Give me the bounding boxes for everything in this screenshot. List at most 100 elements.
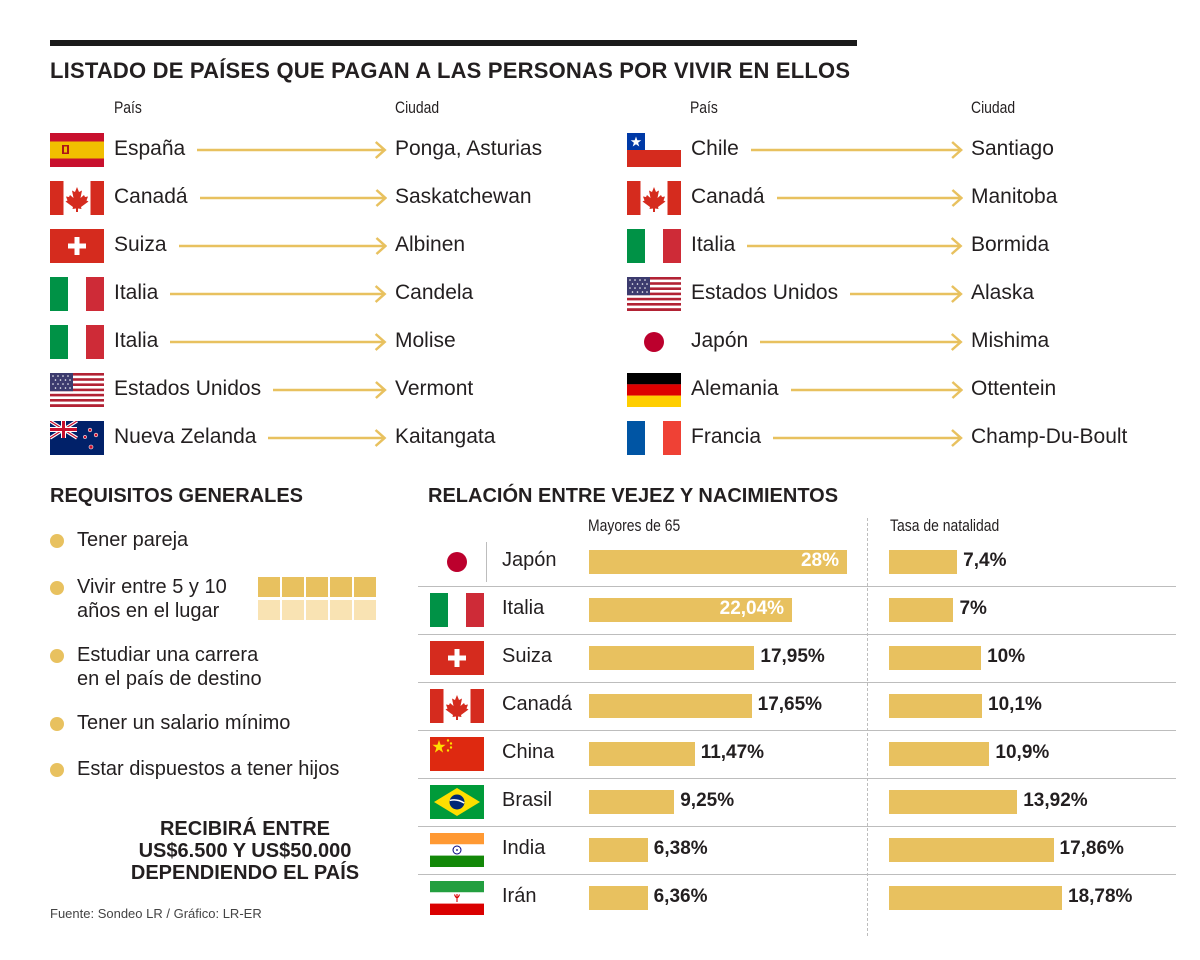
bar-natalidad	[889, 550, 958, 574]
country-row: Francia Champ-Du-Boult	[627, 421, 1151, 455]
country-row: Japón Mishima	[627, 325, 1151, 359]
canada-flag	[627, 181, 681, 215]
country-row: Canadá Manitoba	[627, 181, 1151, 215]
italy-flag	[50, 277, 104, 311]
china-flag	[430, 737, 484, 771]
label-natalidad: 17,86%	[1059, 838, 1124, 859]
country-name: Francia	[691, 425, 762, 448]
country-row: Alemania Ottentein	[627, 373, 1151, 407]
requirement-text: años en el lugar	[77, 600, 220, 622]
new-zealand-flag	[50, 421, 104, 455]
row-divider	[418, 730, 1176, 731]
chart-title: RELACIÓN ENTRE VEJEZ Y NACIMIENTOS	[428, 485, 839, 507]
payment-range-line: RECIBIRÁ ENTRE	[159, 818, 330, 840]
country-name: Italia	[114, 281, 159, 304]
city-name: Ottentein	[971, 377, 1057, 400]
iran-flag	[430, 881, 484, 915]
label-natalidad: 13,92%	[1023, 790, 1088, 811]
bar-mayores-65	[589, 742, 695, 766]
city-name: Manitoba	[971, 185, 1058, 208]
bar-natalidad	[889, 886, 1062, 910]
canada-flag	[50, 181, 104, 215]
arrow-icon	[760, 333, 963, 351]
left-col-header-ciudad: Ciudad	[395, 98, 440, 117]
country-row: Estados Unidos Alaska	[627, 277, 1151, 311]
city-name: Vermont	[395, 377, 474, 400]
bar-natalidad	[889, 790, 1018, 814]
requirement-text: Estudiar una carrera	[77, 644, 259, 666]
germany-flag	[627, 373, 681, 407]
requirement-text: Tener pareja	[77, 529, 189, 551]
source-note: Fuente: Sondeo LR / Gráfico: LR-ER	[50, 906, 262, 921]
switzerland-flag	[50, 229, 104, 263]
city-name: Saskatchewan	[395, 185, 532, 208]
city-name: Albinen	[395, 233, 466, 256]
city-name: Santiago	[971, 137, 1054, 160]
country-row: Italia Bormida	[627, 229, 1151, 263]
country-name: Italia	[691, 233, 736, 256]
label-natalidad: 10%	[987, 646, 1026, 667]
row-divider	[418, 682, 1176, 683]
arrow-icon	[178, 237, 387, 255]
chart-country-label: Italia	[502, 597, 545, 619]
city-name: Mishima	[971, 329, 1050, 352]
label-natalidad: 18,78%	[1068, 886, 1133, 907]
bar-mayores-65	[589, 550, 847, 574]
page-title: LISTADO DE PAÍSES QUE PAGAN A LAS PERSON…	[50, 58, 851, 83]
arrow-icon	[773, 429, 963, 447]
country-name: Suiza	[114, 233, 167, 256]
arrow-icon	[170, 333, 387, 351]
switzerland-flag	[430, 641, 484, 675]
requirement-text: Tener un salario mínimo	[77, 712, 291, 734]
chart-country-label: India	[502, 837, 546, 859]
requirement-text: en el país de destino	[77, 668, 262, 690]
bar-mayores-65	[589, 694, 752, 718]
series-label-mayores: Mayores de 65	[588, 516, 681, 535]
japan-row-separator	[486, 542, 487, 582]
label-mayores-65: 9,25%	[680, 790, 735, 811]
chart-country-label: China	[502, 741, 555, 763]
country-name: Alemania	[691, 377, 779, 400]
label-natalidad: 7,4%	[963, 550, 1007, 571]
requirement-text: Vivir entre 5 y 10	[77, 576, 227, 598]
requirements-title: REQUISITOS GENERALES	[50, 485, 304, 507]
bar-mayores-65	[589, 790, 675, 814]
label-mayores-65: 17,95%	[760, 646, 825, 667]
india-flag	[430, 833, 484, 867]
country-name: Estados Unidos	[114, 377, 262, 400]
bar-mayores-65	[589, 646, 755, 670]
arrow-icon	[199, 189, 387, 207]
country-name: Estados Unidos	[691, 281, 839, 304]
country-name: España	[114, 137, 186, 160]
payment-range-line: DEPENDIENDO EL PAÍS	[130, 862, 360, 884]
city-name: Candela	[395, 281, 474, 304]
country-name: Italia	[114, 329, 159, 352]
canada-flag	[430, 689, 484, 723]
row-divider	[418, 586, 1176, 587]
label-mayores-65: 11,47%	[700, 742, 765, 763]
bar-natalidad	[889, 646, 982, 670]
country-row: Italia Molise	[50, 325, 575, 359]
bar-natalidad	[889, 838, 1054, 862]
series-label-natalidad: Tasa de natalidad	[890, 516, 1000, 535]
payment-range-line: US$6.500 Y US$50.000	[138, 840, 352, 862]
country-row: Nueva Zelanda Kaitangata	[50, 421, 575, 455]
arrow-icon	[747, 237, 963, 255]
country-row: Italia Candela	[50, 277, 575, 311]
spain-flag	[50, 133, 104, 167]
country-row: Estados Unidos Vermont	[50, 373, 575, 407]
france-flag	[627, 421, 681, 455]
city-name: Ponga, Asturias	[395, 137, 543, 160]
row-divider	[418, 778, 1176, 779]
arrow-icon	[750, 141, 963, 159]
left-col-header-pais: País	[114, 98, 142, 117]
label-natalidad: 10,1%	[988, 694, 1042, 715]
right-col-header-pais: País	[690, 98, 718, 117]
country-name: Canadá	[691, 185, 765, 208]
label-mayores-65: 6,38%	[653, 838, 708, 859]
bullet-icon	[50, 534, 64, 548]
italy-flag	[50, 325, 104, 359]
label-natalidad: 10,9%	[995, 742, 1050, 763]
country-row: Suiza Albinen	[50, 229, 575, 263]
bullet-icon	[50, 581, 64, 595]
